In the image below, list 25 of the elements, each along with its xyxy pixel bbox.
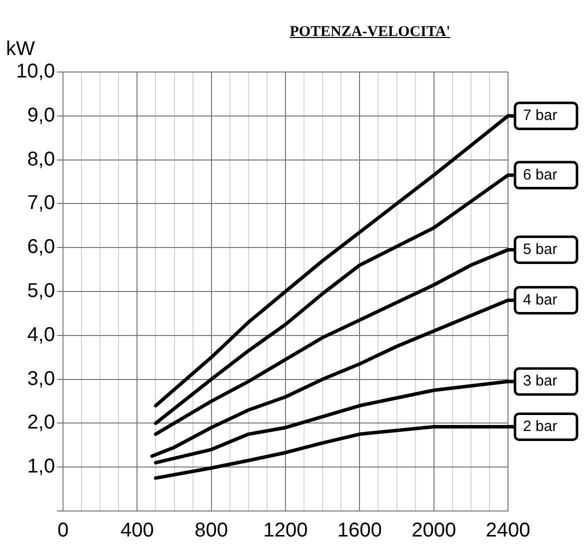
- legend-label: 6 bar: [523, 166, 558, 184]
- legend-label: 7 bar: [523, 107, 558, 124]
- x-tick-label: 1200: [263, 520, 308, 542]
- y-tick-label: 9,0: [27, 104, 55, 126]
- y-tick-label: 7,0: [27, 192, 55, 214]
- x-tick-label: 0: [57, 520, 69, 542]
- y-axis-title: kW: [6, 38, 35, 61]
- legend-label: 4 bar: [523, 291, 558, 308]
- y-tick-label: 5,0: [27, 280, 55, 302]
- y-tick-label: 1,0: [27, 456, 55, 478]
- legend-label: 5 bar: [523, 240, 558, 258]
- y-tick-label: 2,0: [27, 412, 55, 434]
- x-tick-label: 2400: [486, 520, 530, 542]
- y-tick-label: 6,0: [27, 236, 55, 258]
- x-tick-label: 1600: [337, 520, 382, 542]
- x-tick-label: 2000: [412, 520, 456, 542]
- y-tick-label: 4,0: [27, 324, 55, 346]
- x-tick-label: 800: [194, 520, 228, 542]
- legend-label: 2 bar: [523, 418, 558, 435]
- legend-label: 3 bar: [523, 372, 558, 390]
- y-tick-label: 8,0: [27, 148, 55, 170]
- x-tick-label: 400: [120, 520, 154, 542]
- y-tick-label: 3,0: [27, 368, 55, 390]
- chart-title: POTENZA-VELOCITA': [288, 24, 452, 41]
- y-tick-label: 10,0: [16, 60, 55, 83]
